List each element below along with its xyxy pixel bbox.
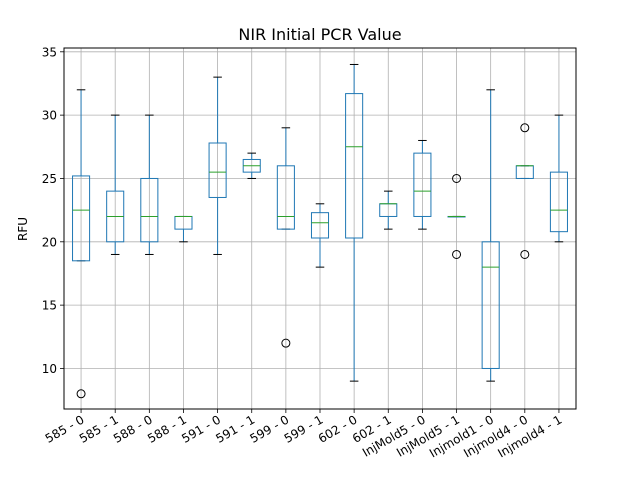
y-tick-label: 15 (42, 299, 57, 313)
box-group (242, 152, 261, 179)
iqr-box (310, 212, 330, 239)
y-tick-label: 35 (42, 45, 57, 59)
box-group (447, 173, 466, 259)
box-layer (72, 63, 568, 399)
box-group (208, 76, 227, 255)
iqr-box (208, 142, 227, 198)
outlier-point (281, 338, 291, 348)
iqr-box (413, 152, 432, 217)
y-tick-label: 20 (42, 235, 57, 249)
box-group (106, 114, 125, 255)
iqr-box (549, 171, 568, 233)
chart-title: NIR Initial PCR Value (238, 25, 401, 44)
outlier-point (452, 249, 462, 259)
iqr-box (140, 177, 159, 243)
box-group (413, 139, 432, 230)
y-axis-label: RFU (16, 217, 30, 241)
y-tick-label: 25 (42, 172, 57, 186)
box-group (549, 114, 568, 243)
iqr-box (72, 175, 91, 262)
box-group (72, 89, 91, 399)
y-tick-label: 30 (42, 109, 57, 123)
box-group (481, 89, 500, 382)
box-group (515, 123, 534, 259)
y-tick-label: 10 (42, 362, 57, 376)
box-group (379, 190, 398, 230)
iqr-box (481, 241, 500, 369)
box-group (174, 215, 193, 243)
outlier-point (520, 123, 530, 133)
box-group (276, 127, 295, 348)
outlier-point (452, 173, 462, 183)
iqr-box (276, 165, 295, 230)
box-group (140, 114, 159, 255)
box-group (310, 203, 330, 268)
box-group (345, 63, 364, 382)
iqr-box (345, 93, 364, 239)
outlier-point (520, 249, 530, 259)
outlier-point (76, 389, 86, 399)
